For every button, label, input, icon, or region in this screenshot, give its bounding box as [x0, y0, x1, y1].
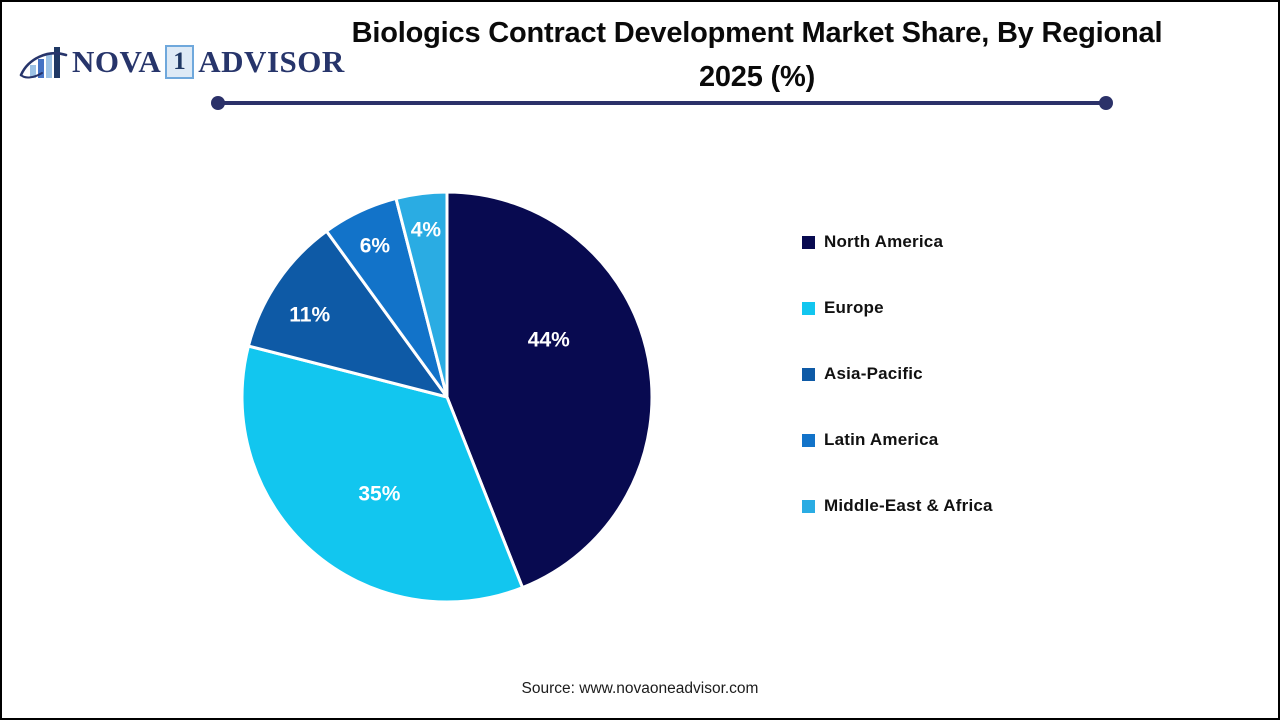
chart-title-line2: 2025 (%)	[698, 60, 816, 93]
legend-label-middle-east-africa: Middle-East & Africa	[824, 496, 993, 515]
legend-marker-asia-pacific	[802, 367, 815, 381]
logo-one-badge: 1	[165, 45, 195, 79]
title-underline-rule	[211, 96, 1113, 110]
chart-title: Biologics Contract Development Market Sh…	[242, 12, 1272, 99]
pie-data-label-north-america: 44%	[528, 328, 570, 351]
logo-word-nova: NOVA	[72, 44, 162, 79]
logo-word-advisor: ADVISOR	[198, 44, 345, 79]
legend-marker-north-america	[802, 235, 815, 249]
logo: NOVA 1 ADVISOR	[18, 38, 345, 86]
pie-slice-europe	[240, 344, 524, 604]
legend-item-latin-america: Latin America	[802, 430, 993, 450]
pie-slice-north-america	[445, 190, 654, 590]
pie-slice-middle-east-africa	[394, 190, 449, 399]
pie-data-label-asia-pacific: 11%	[289, 304, 330, 327]
pie-chart: 44% 35% 11% 6% 4%	[240, 190, 654, 604]
legend-item-europe: Europe	[802, 298, 993, 318]
legend-marker-middle-east-africa	[802, 499, 815, 513]
legend-label-latin-america: Latin America	[824, 430, 939, 449]
legend-label-north-america: North America	[824, 232, 944, 251]
logo-wordmark: NOVA 1 ADVISOR	[72, 44, 345, 80]
logo-bars-swoosh-icon	[19, 47, 68, 79]
legend-item-asia-pacific: Asia-Pacific	[802, 364, 993, 384]
legend-label-europe: Europe	[824, 298, 884, 317]
legend-label-asia-pacific: Asia-Pacific	[824, 364, 923, 383]
legend-marker-europe	[802, 301, 815, 315]
legend-item-north-america: North America	[802, 232, 993, 252]
pie-data-label-middle-east-africa: 4%	[411, 219, 442, 242]
source-text: Source: www.novaoneadvisor.com	[521, 680, 759, 697]
chart-title-line1: Biologics Contract Development Market Sh…	[351, 17, 1163, 49]
legend: North America Europe Asia-Pacific Latin Ame…	[802, 232, 993, 516]
legend-marker-latin-america	[802, 433, 815, 447]
pie-slice-asia-pacific	[246, 229, 449, 399]
legend-item-middle-east-africa: Middle-East & Africa	[802, 496, 993, 516]
pie-data-label-latin-america: 6%	[360, 234, 391, 257]
pie-data-label-europe: 35%	[358, 483, 400, 506]
